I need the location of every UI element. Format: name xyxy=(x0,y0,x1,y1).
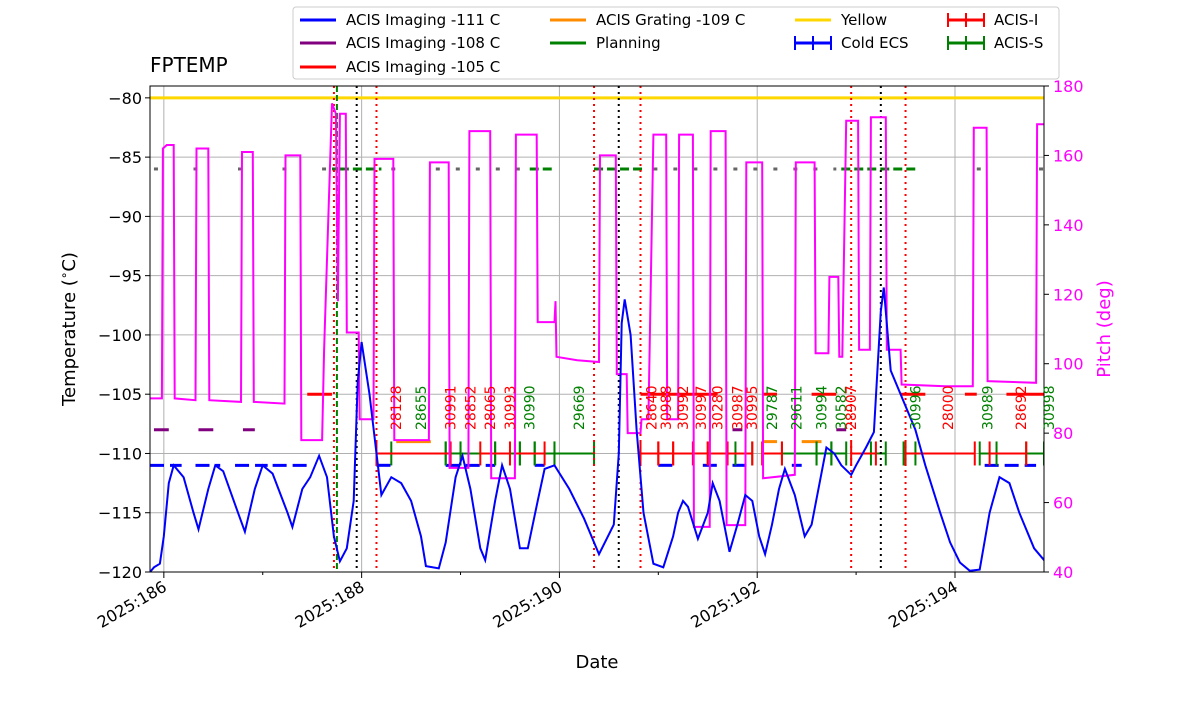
obsid-label: 30990 xyxy=(523,385,539,430)
x-tick-label: 2025:188 xyxy=(292,577,368,632)
obsid-label: 29669 xyxy=(572,385,588,430)
y2-axis-label: Pitch (deg) xyxy=(1094,280,1115,378)
legend-label: ACIS-I xyxy=(994,11,1038,29)
obsid-label: 30995 xyxy=(745,385,761,430)
legend-label: ACIS Grating -109 C xyxy=(596,11,745,29)
obsid-label: 30994 xyxy=(814,385,830,430)
legend-box xyxy=(292,6,1060,80)
obsid-label: 28065 xyxy=(483,385,499,430)
plot-frame xyxy=(149,85,1045,573)
legend-label: ACIS-S xyxy=(994,34,1043,52)
x-tick-label: 2025:190 xyxy=(490,577,566,632)
y2-tick-label: 180 xyxy=(1053,77,1084,96)
y2-tick-label: 40 xyxy=(1053,563,1073,582)
fptemp-line xyxy=(150,287,1044,572)
y-tick-label: −95 xyxy=(108,267,142,286)
obsid-label: 30992 xyxy=(676,385,692,430)
y2-tick-label: 80 xyxy=(1053,424,1073,443)
y-axis-label: Temperature (∘C) xyxy=(57,252,80,407)
y2-tick-label: 60 xyxy=(1053,494,1073,513)
y-tick-label: −80 xyxy=(108,89,142,108)
obsid-label: 30998 xyxy=(1042,385,1058,430)
chart-title: FPTEMP xyxy=(150,53,228,77)
y2-tick-label: 120 xyxy=(1053,285,1084,304)
y2-tick-label: 160 xyxy=(1053,146,1084,165)
legend-label: ACIS Imaging -111 C xyxy=(346,11,500,29)
obsid-label: 30997 xyxy=(694,385,710,430)
legend-label: Cold ECS xyxy=(841,34,909,52)
obsid-label: 30582 xyxy=(834,385,850,430)
obsid-label: 30991 xyxy=(444,385,460,430)
y-tick-label: −90 xyxy=(108,207,142,226)
y-tick-label: −115 xyxy=(98,504,142,523)
y2-tick-label: 140 xyxy=(1053,216,1084,235)
obsid-label: 28852 xyxy=(463,385,479,430)
pitch-line xyxy=(150,103,1044,528)
obsid-label: 29787 xyxy=(765,385,781,430)
obsid-label: 30987 xyxy=(730,385,746,430)
legend-label: Planning xyxy=(596,34,661,52)
obsid-label: 30988 xyxy=(659,385,675,430)
obsid-label: 30280 xyxy=(711,385,727,430)
x-tick-label: 2025:186 xyxy=(94,577,170,632)
y-tick-label: −100 xyxy=(98,326,142,345)
y-tick-label: −110 xyxy=(98,444,142,463)
y-tick-label: −120 xyxy=(98,563,142,582)
plot-area xyxy=(150,86,1044,572)
x-axis-label: Date xyxy=(575,652,618,673)
y2-tick-label: 100 xyxy=(1053,355,1084,374)
obsid-label: 28000 xyxy=(941,385,957,430)
obsid-labels: 28128 28655 30991 28852 28065 30993 30990 29669… xyxy=(389,385,1058,430)
obsid-label: 28907 xyxy=(844,385,860,430)
legend-label: ACIS Imaging -108 C xyxy=(346,34,500,52)
obsid-label: 30993 xyxy=(503,385,519,430)
obsid-label: 29611 xyxy=(790,385,806,430)
y-tick-label: −105 xyxy=(98,385,142,404)
legend-label: ACIS Imaging -105 C xyxy=(346,58,500,76)
obsid-label: 30989 xyxy=(981,385,997,430)
legend-label: Yellow xyxy=(840,11,887,29)
obsid-label: 28692 xyxy=(1014,385,1030,430)
obsid-label: 28128 xyxy=(389,385,405,430)
legend: ACIS Imaging -111 C ACIS Imaging -108 C AC… xyxy=(292,6,1060,80)
x-tick-label: 2025:192 xyxy=(687,577,763,632)
x-tick-label: 2025:194 xyxy=(885,577,961,632)
obsid-label: 28640 xyxy=(644,385,660,430)
obsid-label: 30996 xyxy=(908,385,924,430)
y-tick-label: −85 xyxy=(108,148,142,167)
obsid-label: 28655 xyxy=(414,385,430,430)
